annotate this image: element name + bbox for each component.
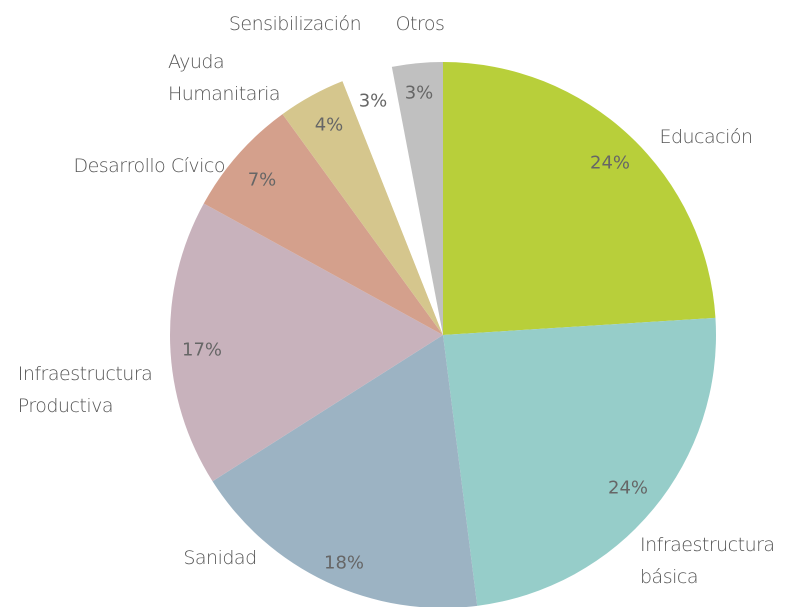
pie-slice — [282, 81, 443, 335]
category-label: Infraestructura Productiva — [17, 363, 153, 417]
value-label: 3% — [358, 90, 388, 112]
pie-slice — [170, 203, 443, 482]
category-label: Desarrollo Cívico — [73, 155, 225, 177]
pie-slice — [391, 62, 443, 335]
value-label: 24% — [589, 152, 631, 174]
category-label: Ayuda Humanitaria — [167, 51, 281, 105]
pie-slice — [443, 62, 716, 335]
value-label: 4% — [314, 114, 344, 136]
pie-slice — [212, 335, 478, 607]
category-label: Infraestructura básica — [640, 534, 775, 588]
value-label: 24% — [607, 477, 649, 499]
pie-slice — [203, 114, 443, 335]
pie-slice — [443, 317, 716, 606]
category-label: Otros — [395, 13, 445, 35]
category-label: Sensibilización — [228, 13, 362, 35]
value-label: 18% — [323, 552, 365, 574]
value-label: 17% — [181, 339, 223, 361]
category-label: Educación — [659, 126, 753, 148]
pie-slice — [342, 66, 443, 336]
category-label: Sanidad — [183, 547, 257, 569]
value-label: 3% — [404, 82, 434, 104]
value-label: 7% — [247, 169, 277, 191]
